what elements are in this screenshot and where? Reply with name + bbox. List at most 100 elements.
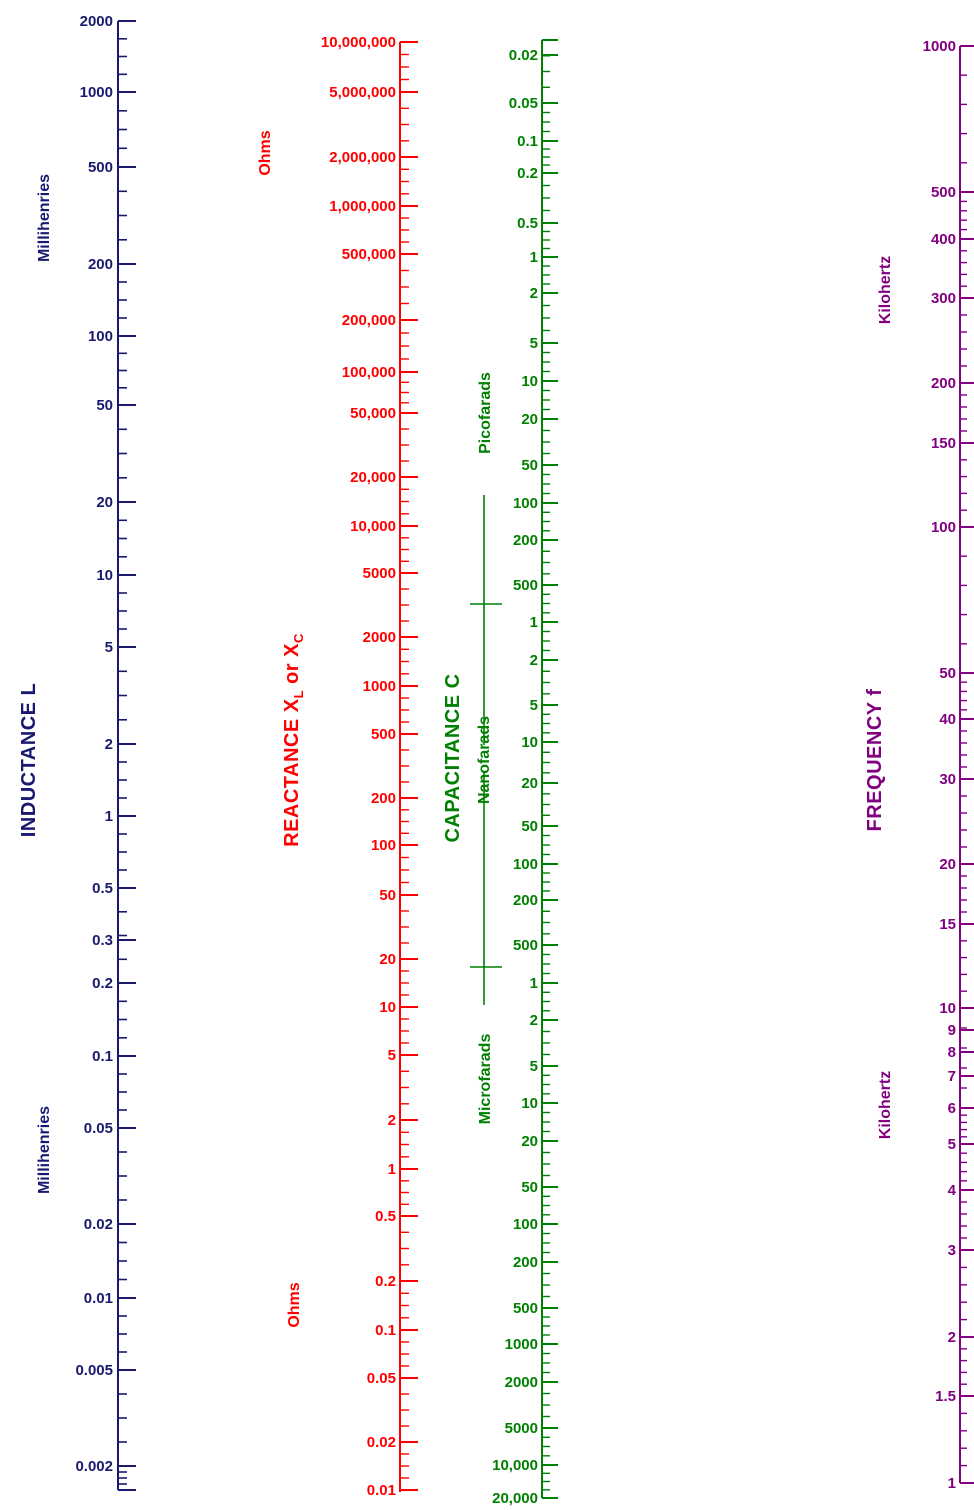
capacitance-tick-label: 100 [513,495,538,512]
reactance-tick-label: 500,000 [342,246,396,263]
frequency-tick-label: 10 [939,1000,956,1017]
capacitance-tick-label: 20 [521,775,538,792]
reactance-tick-label: 1000 [363,678,396,695]
reactance-tick-label: 10,000 [350,518,396,535]
inductance-tick-label: 1 [105,808,113,825]
inductance-tick-label: 0.01 [84,1290,113,1307]
capacitance-tick-label: 0.2 [517,165,538,182]
capacitance-tick-label: 1000 [505,1336,538,1353]
inductance-tick-label: 0.002 [75,1458,113,1475]
reactance-tick-label: 500 [371,726,396,743]
inductance-unit-top: Millihenries [36,174,53,262]
frequency-tick-labels: 1000 500 400 300 200 150 100 50 40 30 20… [923,38,957,1492]
capacitance-scale: 0.02 0.05 0.1 0.2 0.5 1 2 5 10 20 50 100… [442,39,558,1507]
reactance-tick-label: 1 [388,1161,396,1178]
capacitance-tick-labels: 0.02 0.05 0.1 0.2 0.5 1 2 5 10 20 50 100… [492,47,538,1507]
capacitance-tick-label: 200 [513,892,538,909]
inductance-tick-label: 20 [96,494,113,511]
inductance-tick-labels: 2000 1000 500 200 100 50 20 10 5 2 1 0.5… [75,13,113,1475]
frequency-tick-label: 3 [948,1242,956,1259]
inductance-tick-label: 200 [88,256,113,273]
reactance-tick-label: 0.1 [375,1322,396,1339]
capacitance-tick-label: 20 [521,411,538,428]
frequency-tick-label: 2 [948,1329,956,1346]
capacitance-tick-label: 0.02 [509,47,538,64]
reactance-tick-label: 5 [388,1047,396,1064]
capacitance-tick-label: 100 [513,856,538,873]
reactance-tick-label: 100,000 [342,364,396,381]
frequency-tick-label: 6 [948,1100,956,1117]
capacitance-unit-microfarads: Microfarads [477,1034,494,1125]
frequency-scale: 1000 500 400 300 200 150 100 50 40 30 20… [864,38,974,1492]
inductance-tick-label: 0.2 [92,975,113,992]
reactance-tick-label: 50 [379,887,396,904]
capacitance-tick-label: 2 [530,652,538,669]
capacitance-tick-label: 1 [530,249,538,266]
capacitance-tick-label: 2 [530,1012,538,1029]
capacitance-tick-label: 50 [521,1179,538,1196]
capacitance-unit-nanofarads: Nanofarads [476,716,493,804]
capacitance-tick-label: 0.5 [517,215,538,232]
capacitance-tick-label: 20 [521,1133,538,1150]
reactance-unit-top: Ohms [257,130,274,175]
reactance-tick-label: 5,000,000 [329,84,396,101]
frequency-tick-label: 40 [939,711,956,728]
frequency-tick-label: 4 [948,1182,957,1199]
inductance-tick-label: 0.02 [84,1216,113,1233]
capacitance-tick-label: 50 [521,818,538,835]
inductance-tick-label: 10 [96,567,113,584]
frequency-tick-label: 9 [948,1022,956,1039]
inductance-tick-label: 2000 [80,13,113,30]
capacitance-tick-label: 1 [530,975,538,992]
reactance-tick-label: 0.02 [367,1434,396,1451]
frequency-tick-label: 5 [948,1136,956,1153]
reactance-title: REACTANCE XL or XC [281,633,306,847]
inductance-tick-label: 100 [88,328,113,345]
capacitance-tick-label: 20,000 [492,1490,538,1507]
frequency-unit-top: Kilohertz [877,256,894,324]
reactance-tick-label: 0.5 [375,1208,396,1225]
inductance-tick-label: 2 [105,736,113,753]
frequency-tick-label: 400 [931,231,956,248]
frequency-tick-label: 20 [939,856,956,873]
capacitance-tick-label: 10 [521,1095,538,1112]
frequency-unit-bottom: Kilohertz [877,1071,894,1139]
reactance-tick-label: 50,000 [350,405,396,422]
capacitance-range-bracket [470,495,502,1005]
inductance-title: INDUCTANCE L [18,683,40,838]
frequency-tick-label: 1 [948,1475,956,1492]
frequency-tick-label: 100 [931,519,956,536]
frequency-tick-label: 1000 [923,38,956,55]
inductance-tick-label: 5 [105,639,113,656]
inductance-tick-label: 0.1 [92,1048,113,1065]
reactance-unit-bottom: Ohms [286,1282,303,1327]
inductance-tick-label: 0.005 [75,1362,113,1379]
capacitance-tick-label: 200 [513,532,538,549]
capacitance-tick-label: 0.1 [517,133,538,150]
capacitance-title: CAPACITANCE C [442,673,464,842]
frequency-tick-label: 30 [939,771,956,788]
capacitance-tick-label: 2 [530,285,538,302]
inductance-scale: 2000 1000 500 200 100 50 20 10 5 2 1 0.5… [18,13,136,1491]
reactance-tick-label: 5000 [363,565,396,582]
inductance-unit-bottom: Millihenries [36,1106,53,1194]
capacitance-tick-label: 5 [530,697,538,714]
reactance-scale: 10,000,000 5,000,000 2,000,000 1,000,000… [257,34,418,1499]
reactance-tick-label: 2 [388,1112,396,1129]
inductance-tick-label: 50 [96,397,113,414]
reactance-tick-label: 10,000,000 [321,34,396,51]
frequency-major-ticks [960,45,974,1484]
capacitance-tick-label: 200 [513,1254,538,1271]
capacitance-tick-label: 10 [521,734,538,751]
reactance-tick-label: 0.01 [367,1482,396,1499]
capacitance-tick-label: 500 [513,937,538,954]
inductance-tick-label: 500 [88,159,113,176]
capacitance-tick-label: 500 [513,577,538,594]
capacitance-tick-label: 10,000 [492,1457,538,1474]
capacitance-major-ticks [542,39,558,1499]
reactance-tick-label: 0.2 [375,1273,396,1290]
frequency-tick-label: 50 [939,665,956,682]
capacitance-tick-label: 5000 [505,1420,538,1437]
inductance-tick-label: 0.5 [92,880,113,897]
